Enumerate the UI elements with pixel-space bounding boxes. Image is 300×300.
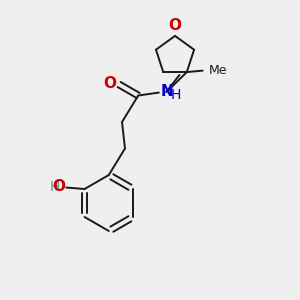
Text: H: H bbox=[171, 88, 181, 102]
Text: H: H bbox=[50, 180, 60, 194]
Text: Me: Me bbox=[209, 64, 228, 76]
Text: O: O bbox=[52, 179, 65, 194]
Text: O: O bbox=[104, 76, 117, 91]
Text: O: O bbox=[169, 18, 182, 33]
Text: N: N bbox=[160, 84, 173, 99]
